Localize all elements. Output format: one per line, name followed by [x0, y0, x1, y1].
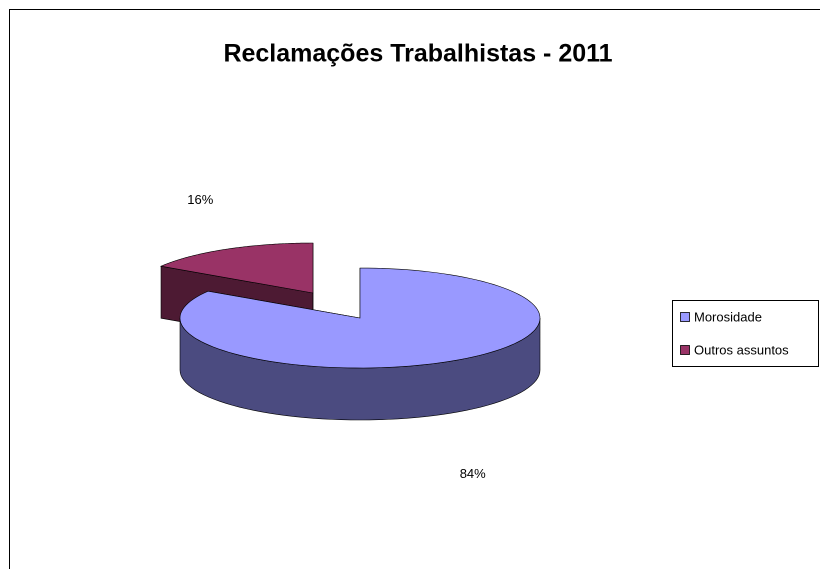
- data-label: 16%: [187, 192, 213, 207]
- slice: [159, 242, 314, 294]
- slice: [179, 267, 541, 369]
- data-label: 84%: [460, 466, 486, 481]
- chart-title: Reclamações Trabalhistas - 2011: [223, 40, 612, 68]
- legend-label: Outros assuntos: [694, 342, 789, 357]
- legend-label: Morosidade: [694, 309, 762, 324]
- chart-border: [9, 9, 820, 569]
- legend: [672, 300, 819, 367]
- legend-swatch: [680, 345, 690, 355]
- legend-swatch: [680, 312, 690, 322]
